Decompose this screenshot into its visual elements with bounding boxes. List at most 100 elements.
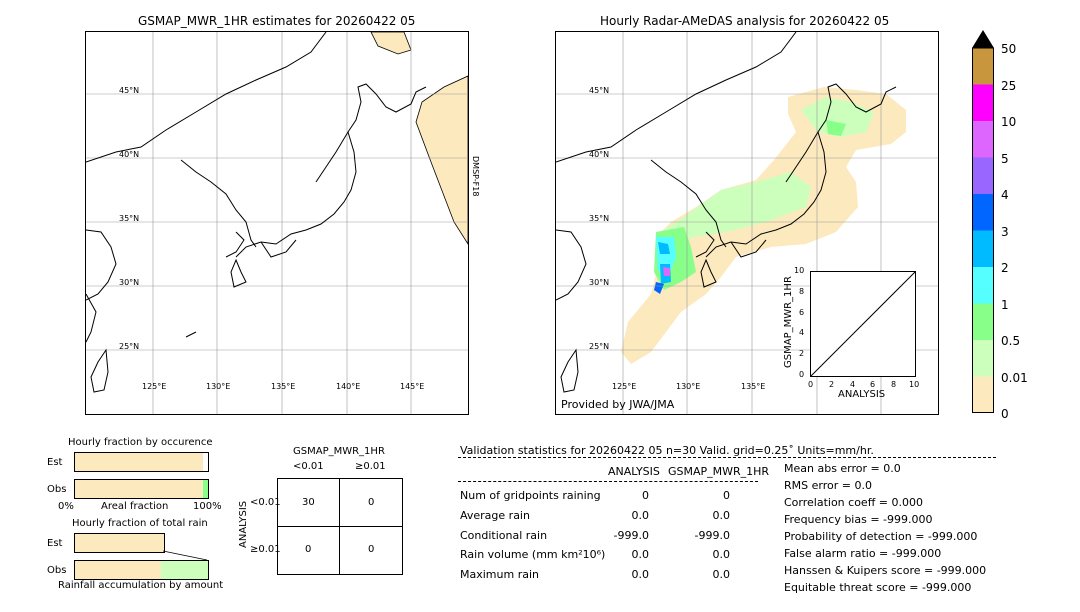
colorbar-extend-arrow <box>972 30 994 48</box>
inset-ytick-8: 8 <box>799 287 805 296</box>
right-lat-25: 25°N <box>589 342 610 351</box>
inset-xtick-10: 10 <box>909 380 920 389</box>
cb-label-0-5: 0.5 <box>1001 334 1021 348</box>
inset-xtick-8: 8 <box>891 380 897 389</box>
inset-ytick-4: 4 <box>799 328 805 337</box>
left-map-canvas <box>86 32 468 414</box>
cb-label-0: 0 <box>1001 407 1009 421</box>
contingency-col1: <0.01 <box>293 461 324 472</box>
validation-col-gsmap: GSMAP_MWR_1HR <box>668 465 770 478</box>
right-lon-130: 130°E <box>676 382 701 391</box>
occurrence-axis-right: 100% <box>193 501 222 512</box>
stat-label-2: Conditional rain <box>460 529 548 542</box>
contingency-cell-11: 30 <box>302 497 315 508</box>
contingency-col2: ≥0.01 <box>355 461 386 472</box>
right-lat-45: 45°N <box>589 86 610 95</box>
stat-g-1: 0.0 <box>712 509 731 522</box>
inset-plot <box>810 271 916 377</box>
cb-label-5: 5 <box>1001 152 1009 166</box>
occurrence-est-bar <box>74 452 209 472</box>
left-lat-35: 35°N <box>119 214 140 223</box>
left-lon-130: 130°E <box>206 382 231 391</box>
stat-a-2: -999.0 <box>613 529 649 542</box>
left-lon-140: 140°E <box>336 382 361 391</box>
inset-xtick-6: 6 <box>870 380 876 389</box>
stat-a-0: 0 <box>642 489 649 502</box>
left-lon-125: 125°E <box>142 382 167 391</box>
inset-ytick-10: 10 <box>794 266 805 275</box>
stat-a-4: 0.0 <box>631 568 650 581</box>
score-2: Correlation coeff = 0.000 <box>784 496 923 509</box>
total-rain-footer: Rainfall accumulation by amount <box>58 580 224 591</box>
cb-label-4: 4 <box>1001 188 1009 202</box>
contingency-cell-21: 0 <box>305 544 312 555</box>
stat-g-3: 0.0 <box>712 548 731 561</box>
total-rain-obs-label: Obs <box>47 565 67 576</box>
stat-a-1: 0.0 <box>631 509 650 522</box>
left-lat-30: 30°N <box>119 278 140 287</box>
score-0: Mean abs error = 0.0 <box>784 462 901 475</box>
sensor-label: DMSP-F18SSMIS <box>470 156 494 196</box>
inset-xlabel: ANALYSIS <box>838 389 886 400</box>
contingency-cell-22: 0 <box>368 544 375 555</box>
inset-xtick-2: 2 <box>829 380 835 389</box>
left-lon-145: 145°E <box>400 382 425 391</box>
stat-g-2: -999.0 <box>694 529 730 542</box>
total-rain-obs-bar <box>74 560 209 580</box>
total-rain-connector <box>162 550 208 561</box>
occurrence-est-label: Est <box>47 457 63 468</box>
inset-xtick-0: 0 <box>808 380 814 389</box>
inset-diagonal <box>811 272 915 376</box>
contingency-title: GSMAP_MWR_1HR <box>293 446 385 457</box>
colorbar-frame <box>972 47 994 413</box>
stat-label-3: Rain volume (mm km²10⁶) <box>460 548 606 561</box>
right-lat-30: 30°N <box>589 278 610 287</box>
contingency-table: 30 0 0 0 <box>277 478 403 575</box>
colorbar-segment-1 <box>972 84 994 121</box>
stat-label-4: Maximum rain <box>460 568 539 581</box>
colorbar-segment-7 <box>972 303 994 340</box>
score-1: RMS error = 0.0 <box>784 479 872 492</box>
inset-xtick-4: 4 <box>850 380 856 389</box>
contingency-cell-12: 0 <box>368 497 375 508</box>
colorbar <box>972 30 994 414</box>
total-rain-est-bar <box>74 533 165 553</box>
right-lat-40: 40°N <box>589 150 610 159</box>
score-5: False alarm ratio = -999.000 <box>784 547 942 560</box>
colorbar-segment-8 <box>972 340 994 377</box>
left-lat-40: 40°N <box>119 150 140 159</box>
right-lon-125: 125°E <box>612 382 637 391</box>
right-lon-135: 135°E <box>741 382 766 391</box>
cb-label-50: 50 <box>1001 42 1017 56</box>
validation-rule-mid <box>458 481 758 482</box>
score-6: Hanssen & Kuipers score = -999.000 <box>784 564 987 577</box>
right-map-title: Hourly Radar-AMeDAS analysis for 2026042… <box>600 14 890 28</box>
cb-label-1: 1 <box>1001 298 1009 312</box>
contingency-row2: ≥0.01 <box>250 544 281 555</box>
right-map-canvas <box>556 32 938 414</box>
score-3: Frequency bias = -999.000 <box>784 513 933 526</box>
stat-a-3: 0.0 <box>631 548 650 561</box>
cb-label-2: 2 <box>1001 261 1009 275</box>
cb-label-25: 25 <box>1001 79 1017 93</box>
colorbar-segment-2 <box>972 121 994 158</box>
stat-label-1: Average rain <box>460 509 530 522</box>
inset-ytick-6: 6 <box>799 308 805 317</box>
left-lat-45: 45°N <box>119 86 140 95</box>
colorbar-segment-0 <box>972 48 994 85</box>
left-lat-25: 25°N <box>119 342 140 351</box>
stat-g-0: 0 <box>723 489 730 502</box>
left-map-title: GSMAP_MWR_1HR estimates for 20260422 05 <box>138 14 416 28</box>
svg-text:ANALYSIS: ANALYSIS <box>238 501 249 548</box>
right-lat-35: 35°N <box>589 214 610 223</box>
colorbar-segment-9 <box>972 376 994 413</box>
total-rain-est-label: Est <box>47 538 63 549</box>
occurrence-title: Hourly fraction by occurence <box>68 437 213 448</box>
colorbar-segment-6 <box>972 267 994 304</box>
validation-rule-top <box>458 457 996 458</box>
score-4: Probability of detection = -999.000 <box>784 530 978 543</box>
cb-label-10: 10 <box>1001 115 1017 129</box>
validation-header: Validation statistics for 20260422 05 n=… <box>460 444 874 457</box>
cb-label-0-01: 0.01 <box>1001 371 1028 385</box>
inset-ytick-2: 2 <box>799 349 805 358</box>
